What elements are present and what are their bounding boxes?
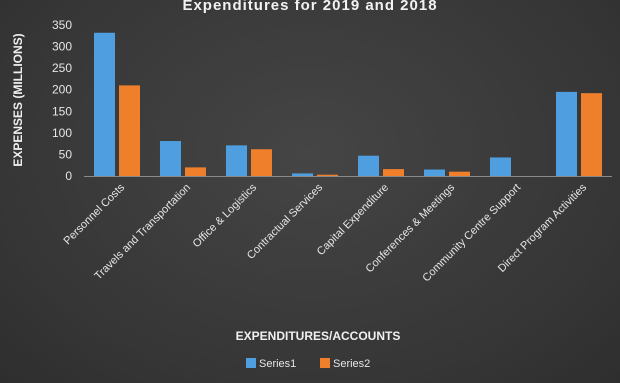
y-tick-label: 250: [52, 61, 72, 75]
bar-series1: [556, 91, 577, 176]
bars-group: [94, 32, 602, 176]
legend-label: Series1: [259, 358, 296, 370]
bar-series2: [119, 85, 140, 176]
y-tick-label: 350: [52, 18, 72, 32]
bar-series2: [317, 174, 338, 176]
bar-series1: [94, 32, 115, 176]
bar-series2: [449, 171, 470, 176]
y-tick-label: 150: [52, 104, 72, 118]
category-label: Contractual Services: [245, 181, 326, 262]
legend-swatch: [320, 358, 330, 368]
y-tick-label: 300: [52, 40, 72, 54]
x-axis-title: EXPENDITURES/ACCOUNTS: [236, 329, 401, 343]
bar-series2: [581, 93, 602, 176]
legend: Series1 Series2: [246, 358, 370, 370]
category-label: Capital Expenditure: [315, 182, 391, 258]
bar-series2: [251, 149, 272, 176]
bar-series2: [383, 169, 404, 176]
bar-series1: [424, 169, 445, 176]
legend-label: Series2: [333, 358, 370, 370]
y-axis-ticks: 0 50 100 150 200 250 300 350: [52, 18, 72, 183]
legend-swatch: [246, 358, 256, 368]
y-axis-title: EXPENSES (MILLIONS): [11, 33, 25, 166]
bar-series1: [226, 145, 247, 176]
y-tick-label: 50: [59, 147, 73, 161]
bar-series1: [358, 155, 379, 176]
category-label: Personnel Costs: [62, 181, 128, 247]
y-tick-label: 100: [52, 126, 72, 140]
y-tick-label: 0: [65, 169, 72, 183]
bar-series1: [292, 173, 313, 176]
bar-series1: [160, 141, 181, 176]
bar-series2: [185, 167, 206, 176]
y-tick-label: 200: [52, 83, 72, 97]
chart-title: Expenditures for 2019 and 2018: [182, 0, 437, 14]
bar-series1: [490, 157, 511, 176]
category-label: Office & Logistics: [191, 181, 260, 250]
